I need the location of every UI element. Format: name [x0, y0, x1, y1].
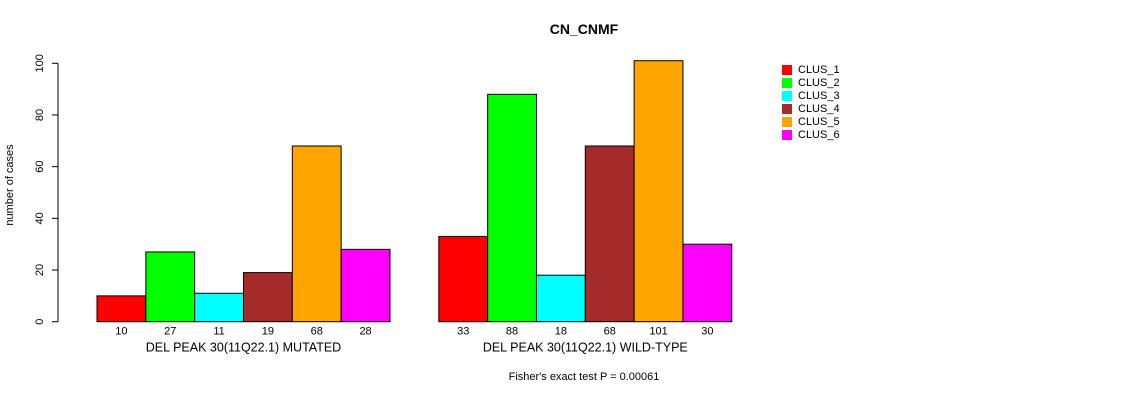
- bar-value-label: 11: [213, 326, 224, 338]
- x-group-label: DEL PEAK 30(11Q22.1) MUTATED: [146, 341, 341, 355]
- x-group-label: DEL PEAK 30(11Q22.1) WILD-TYPE: [483, 341, 688, 355]
- bar-clus_4-group2: [584, 145, 635, 323]
- bar-clus_2-group2: [487, 93, 537, 323]
- bar-clus_3-group2: [535, 274, 586, 323]
- y-axis-tick-label: 100: [34, 54, 46, 72]
- bar-clus_5-group2: [633, 60, 684, 323]
- bar-value-label: 10: [115, 326, 127, 338]
- y-axis-tick-label: 20: [34, 264, 46, 276]
- legend-color-swatch: [782, 90, 792, 101]
- bar-clus_3-group1: [194, 292, 244, 323]
- legend-color-swatch: [782, 77, 792, 88]
- y-axis-label: number of cases: [4, 144, 16, 226]
- bar-value-label: 27: [164, 326, 176, 338]
- bar-value-label: 30: [701, 326, 713, 338]
- legend-item-clus_3: CLUS_3: [782, 89, 840, 102]
- bar-clus_1-group2: [438, 235, 489, 323]
- bar-value-label: 101: [649, 326, 667, 338]
- bar-clus_1-group1: [96, 295, 147, 323]
- bar-value-label: 19: [262, 326, 274, 338]
- bar-clus_6-group2: [682, 243, 733, 323]
- bar-value-label: 68: [311, 326, 323, 338]
- bar-clus_5-group1: [291, 145, 342, 323]
- legend-item-label: CLUS_6: [798, 128, 840, 141]
- legend-color-swatch: [782, 64, 792, 75]
- legend-item-label: CLUS_3: [798, 89, 840, 102]
- legend-item-clus_6: CLUS_6: [782, 128, 840, 141]
- legend-item-clus_2: CLUS_2: [782, 76, 840, 89]
- fisher-test-footnote: Fisher's exact test P = 0.00061: [508, 371, 660, 383]
- legend-color-swatch: [782, 129, 792, 140]
- bar-value-label: 88: [506, 326, 518, 338]
- bar-value-label: 33: [457, 326, 469, 338]
- chart-title: CN_CNMF: [549, 21, 619, 37]
- bar-value-label: 18: [555, 326, 567, 338]
- bar-clus_6-group1: [340, 248, 391, 323]
- legend: CLUS_1 CLUS_2 CLUS_3 CLUS_4 CLUS_5 CLUS_6: [782, 63, 840, 141]
- bar-clus_4-group1: [242, 272, 293, 323]
- legend-color-swatch: [782, 116, 792, 127]
- y-axis-tick-label: 60: [34, 161, 46, 173]
- legend-color-swatch: [782, 103, 792, 114]
- legend-item-label: CLUS_5: [798, 115, 840, 128]
- y-axis-tick-label: 80: [34, 109, 46, 121]
- bar-value-label: 68: [604, 326, 616, 338]
- legend-item-label: CLUS_4: [798, 102, 840, 115]
- y-axis-tick-label: 40: [34, 212, 46, 224]
- bar-clus_2-group1: [145, 251, 196, 323]
- legend-item-clus_5: CLUS_5: [782, 115, 840, 128]
- y-axis-tick-label: 0: [34, 319, 46, 325]
- bar-value-label: 28: [359, 326, 371, 338]
- legend-item-clus_1: CLUS_1: [782, 63, 840, 76]
- legend-item-label: CLUS_2: [798, 76, 840, 89]
- legend-item-clus_4: CLUS_4: [782, 102, 840, 115]
- legend-item-label: CLUS_1: [798, 63, 840, 76]
